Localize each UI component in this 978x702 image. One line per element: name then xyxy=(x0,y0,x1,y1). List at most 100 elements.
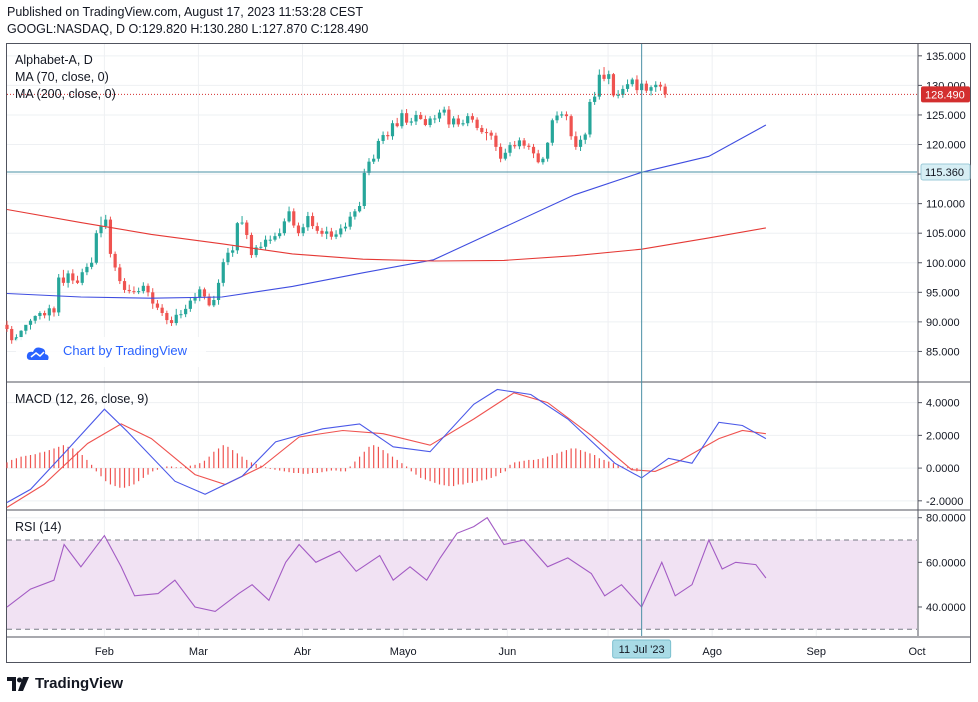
candle-body xyxy=(10,328,14,341)
candle-body xyxy=(536,153,540,163)
candle-body xyxy=(52,308,56,313)
macd-legend: MACD (12, 26, close, 9) xyxy=(15,392,149,406)
series-layer xyxy=(5,67,767,612)
tradingview-watermark[interactable]: Chart by TradingView xyxy=(16,337,206,367)
candle-body xyxy=(597,74,601,97)
candle-body xyxy=(414,114,418,122)
ma200-legend: MA (200, close, 0) xyxy=(15,87,116,101)
candle-body xyxy=(254,247,258,256)
candle-body xyxy=(494,135,498,147)
candle-body xyxy=(61,277,66,283)
last-price-label-bg xyxy=(921,86,970,103)
watermark-text: Chart by TradingView xyxy=(63,343,188,358)
candle-body xyxy=(94,233,98,263)
candle-body xyxy=(85,266,89,273)
time-tick-label: Ago xyxy=(702,646,722,658)
candle-body xyxy=(306,216,310,228)
candle-body xyxy=(198,289,202,298)
candle-body xyxy=(71,273,75,281)
candle-body xyxy=(583,134,587,140)
crosshair-date-label: 11 Jul '23 xyxy=(619,644,665,656)
time-tick-label: Feb xyxy=(95,646,114,658)
rsi-band-fill xyxy=(7,540,917,630)
candle-body xyxy=(226,252,230,263)
macd-tick-label: 2.0000 xyxy=(926,430,960,442)
rsi-line xyxy=(6,516,767,612)
crosshair-date-label-bg xyxy=(612,639,672,659)
macd-tick-label: 0.0000 xyxy=(926,463,960,475)
candle-body xyxy=(621,88,625,95)
candle-body xyxy=(343,226,348,229)
candle-body xyxy=(184,308,188,315)
candle-body xyxy=(104,219,108,227)
candle-body xyxy=(28,320,33,325)
candle-body xyxy=(437,112,442,119)
candle-body xyxy=(292,211,296,226)
candle-body xyxy=(334,234,338,237)
rsi-legend: RSI (14) xyxy=(15,520,62,534)
candle-body xyxy=(221,262,225,283)
time-tick-label: Abr xyxy=(294,646,311,658)
candle-body xyxy=(353,211,357,217)
price-tick-label: 135.000 xyxy=(926,51,966,63)
candle-body xyxy=(663,86,667,95)
candle-body xyxy=(146,285,150,293)
candle-body xyxy=(433,118,437,120)
candle-body xyxy=(296,225,301,234)
candle-body xyxy=(466,116,470,124)
price-tick-label: 125.000 xyxy=(926,110,966,122)
candle-body xyxy=(503,152,507,159)
candle-body xyxy=(649,87,653,91)
ma70-legend: MA (70, close, 0) xyxy=(15,70,109,84)
candle-body xyxy=(555,115,559,121)
candle-body xyxy=(80,272,84,283)
ma70-line xyxy=(6,124,767,299)
candle-body xyxy=(155,303,160,308)
brand-name: TradingView xyxy=(35,675,124,692)
candle-body xyxy=(165,313,169,321)
price-tick-label: 90.000 xyxy=(926,317,960,329)
candle-body xyxy=(216,282,221,301)
candle-body xyxy=(564,114,569,117)
candle-body xyxy=(456,118,460,125)
candle-body xyxy=(66,273,70,283)
candle-body xyxy=(249,234,254,256)
tradingview-brand[interactable]: TradingView xyxy=(7,675,123,692)
macd-tick-label: 4.0000 xyxy=(926,398,960,410)
last-price-label: 128.490 xyxy=(925,89,965,101)
candle-body xyxy=(174,314,178,324)
candle-body xyxy=(108,219,113,254)
candle-body xyxy=(593,96,597,102)
candle-body xyxy=(480,127,484,133)
time-tick-label: Jun xyxy=(498,646,516,658)
candle-body xyxy=(268,239,272,241)
time-tick-label: Oct xyxy=(908,646,925,658)
candle-body xyxy=(188,300,192,309)
candle-body xyxy=(310,216,315,227)
candle-body xyxy=(127,289,131,292)
candle-body xyxy=(423,119,427,125)
publish-info: Published on TradingView.com, August 17,… xyxy=(7,5,364,19)
candle-body xyxy=(616,94,620,96)
candle-body xyxy=(362,172,366,206)
candle-body xyxy=(19,330,23,338)
candle-body xyxy=(348,216,352,227)
price-tick-label: 120.000 xyxy=(926,140,966,152)
candle-body xyxy=(527,145,531,147)
candle-body xyxy=(635,79,639,91)
candle-body xyxy=(141,285,145,292)
candle-body xyxy=(489,132,493,136)
candle-body xyxy=(546,142,550,159)
candle-body xyxy=(367,161,371,173)
candle-body xyxy=(372,158,376,162)
candle-body xyxy=(654,84,658,88)
candle-body xyxy=(484,132,489,134)
candle-body xyxy=(329,231,333,237)
candle-body xyxy=(376,140,380,159)
candle-body xyxy=(419,114,423,120)
candle-body xyxy=(386,135,390,137)
candle-body xyxy=(470,116,475,120)
candle-body xyxy=(90,262,94,267)
candle-body xyxy=(235,223,239,251)
